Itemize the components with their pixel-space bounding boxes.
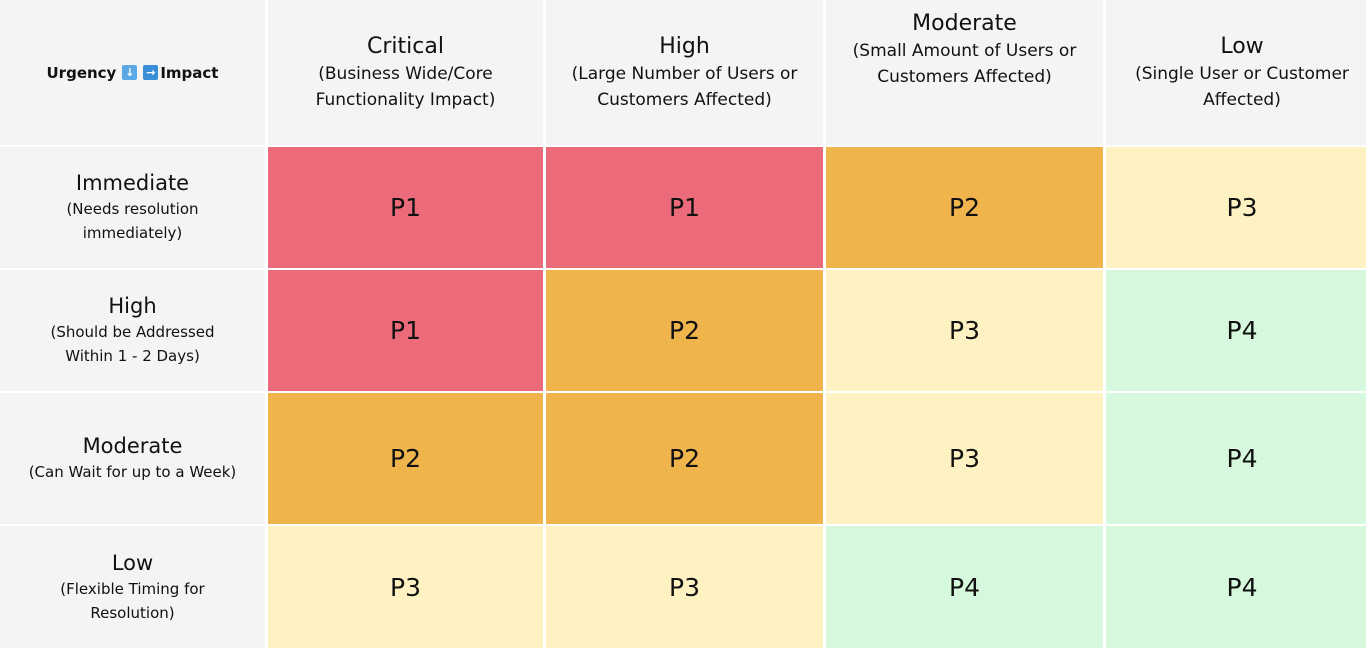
- corner-header: Urgency ↓ → Impact: [0, 0, 265, 145]
- priority-cell: P1: [546, 147, 823, 268]
- row-title: Low: [111, 550, 154, 575]
- priority-cell: P3: [546, 526, 823, 648]
- impact-header-critical: Critical (Business Wide/Core Functionali…: [268, 0, 543, 145]
- column-title: Moderate: [912, 11, 1017, 36]
- row-title: Immediate: [75, 171, 190, 195]
- priority-cell: P3: [826, 393, 1103, 524]
- column-title: Critical: [367, 33, 444, 59]
- priority-cell: P1: [268, 147, 543, 268]
- row-title: High: [108, 294, 157, 318]
- priority-cell: P1: [268, 270, 543, 391]
- column-subtitle: (Small Amount of Users or Customers Affe…: [852, 41, 1077, 87]
- row-title: Moderate: [82, 434, 183, 458]
- row-subtitle: (Can Wait for up to a Week): [28, 463, 237, 481]
- priority-cell: P4: [826, 526, 1103, 648]
- row-subtitle: (Needs resolution immediately): [66, 200, 199, 242]
- column-title: Low: [1220, 33, 1264, 59]
- priority-cell: P4: [1106, 526, 1366, 648]
- urgency-header-low: Low (Flexible Timing for Resolution): [0, 526, 265, 648]
- priority-cell: P2: [268, 393, 543, 524]
- column-subtitle: (Business Wide/Core Functionality Impact…: [315, 63, 496, 110]
- urgency-header-high: High (Should be Addressed Within 1 - 2 D…: [0, 270, 265, 391]
- column-subtitle: (Single User or Customer Affected): [1135, 63, 1349, 110]
- impact-header-moderate: Moderate (Small Amount of Users or Custo…: [826, 0, 1103, 145]
- row-subtitle: (Should be Addressed Within 1 - 2 Days): [50, 323, 215, 365]
- priority-cell: P3: [268, 526, 543, 648]
- impact-header-low: Low (Single User or Customer Affected): [1106, 0, 1366, 145]
- priority-cell: P2: [546, 393, 823, 524]
- urgency-header-immediate: Immediate (Needs resolution immediately): [0, 147, 265, 268]
- priority-cell: P3: [1106, 147, 1366, 268]
- arrow-right-icon: →: [143, 65, 159, 80]
- column-subtitle: (Large Number of Users or Customers Affe…: [571, 63, 798, 110]
- row-subtitle: (Flexible Timing for Resolution): [60, 579, 205, 622]
- impact-label: Impact: [160, 63, 219, 82]
- priority-cell: P4: [1106, 393, 1366, 524]
- column-title: High: [659, 33, 710, 59]
- priority-cell: P2: [546, 270, 823, 391]
- urgency-label: Urgency: [46, 63, 117, 82]
- priority-cell: P3: [826, 270, 1103, 391]
- priority-cell: P2: [826, 147, 1103, 268]
- priority-cell: P4: [1106, 270, 1366, 391]
- impact-header-high: High (Large Number of Users or Customers…: [546, 0, 823, 145]
- arrow-down-icon: ↓: [122, 65, 138, 80]
- urgency-header-moderate: Moderate (Can Wait for up to a Week): [0, 393, 265, 524]
